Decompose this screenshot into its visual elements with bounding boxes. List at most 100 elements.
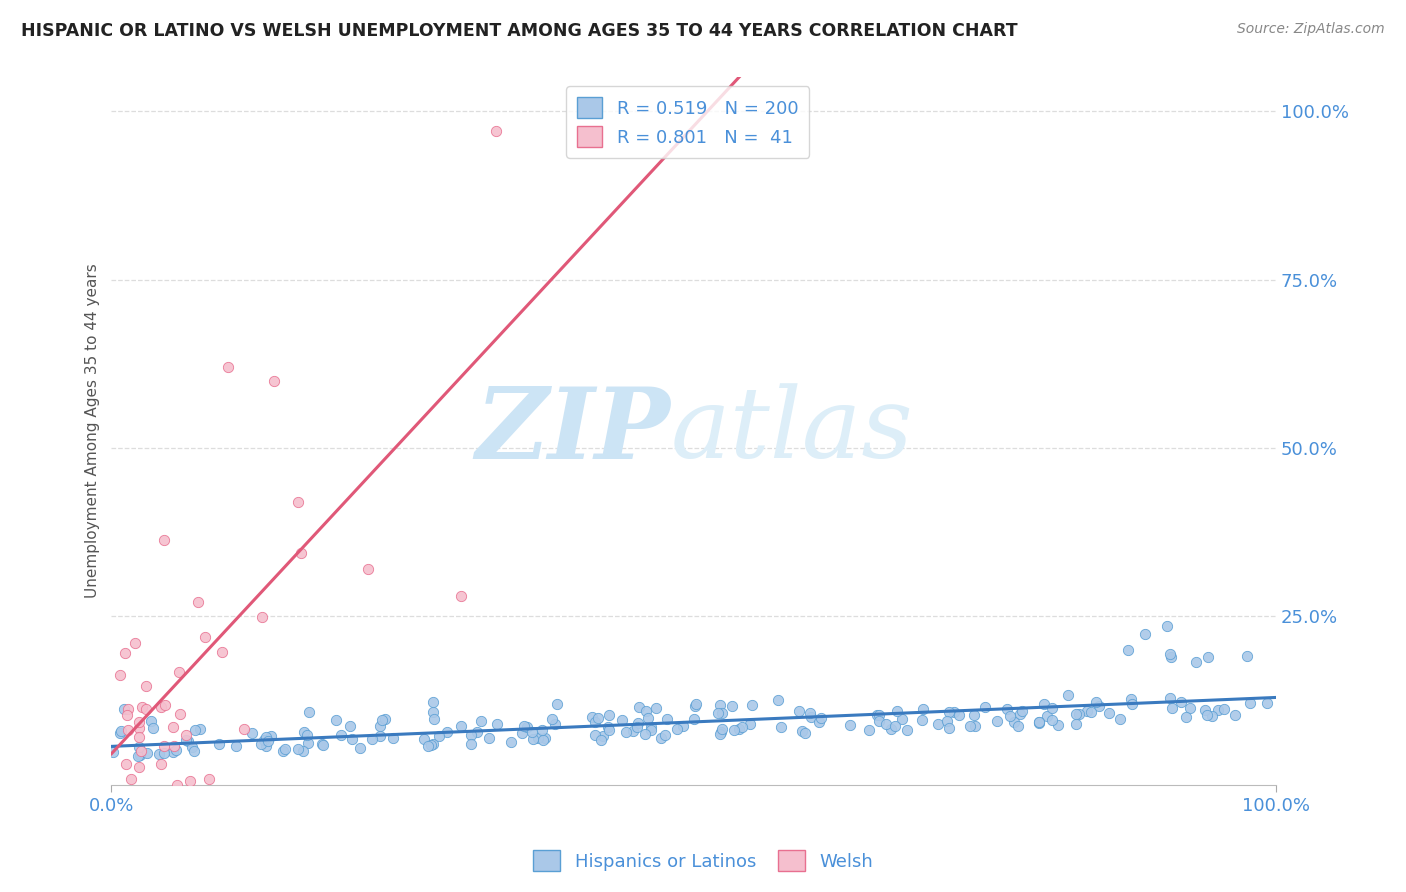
Point bbox=[799, 706, 821, 720]
Point bbox=[637, 711, 659, 725]
Point bbox=[416, 739, 439, 753]
Point bbox=[868, 714, 890, 728]
Y-axis label: Unemployment Among Ages 35 to 44 years: Unemployment Among Ages 35 to 44 years bbox=[86, 264, 100, 599]
Point bbox=[211, 644, 233, 658]
Point bbox=[311, 738, 333, 752]
Point bbox=[128, 722, 150, 736]
Point bbox=[124, 636, 146, 650]
Point bbox=[645, 700, 668, 714]
Point bbox=[1008, 706, 1031, 721]
Point bbox=[152, 746, 174, 760]
Point bbox=[188, 722, 211, 736]
Point bbox=[120, 772, 142, 786]
Point bbox=[1056, 688, 1078, 702]
Point bbox=[650, 731, 672, 746]
Point bbox=[128, 739, 150, 754]
Point bbox=[790, 723, 813, 738]
Point bbox=[657, 712, 679, 726]
Point bbox=[589, 732, 612, 747]
Point bbox=[450, 589, 472, 603]
Point bbox=[974, 700, 997, 714]
Point bbox=[711, 722, 734, 736]
Point bbox=[1201, 708, 1223, 723]
Point bbox=[683, 699, 706, 714]
Point bbox=[274, 742, 297, 756]
Point bbox=[427, 729, 450, 743]
Point bbox=[959, 719, 981, 733]
Point bbox=[1121, 691, 1143, 706]
Point bbox=[128, 730, 150, 744]
Point bbox=[183, 744, 205, 758]
Point bbox=[666, 723, 689, 737]
Point bbox=[1088, 698, 1111, 713]
Point bbox=[583, 714, 606, 729]
Point bbox=[911, 713, 934, 727]
Point bbox=[297, 728, 319, 742]
Point bbox=[598, 708, 620, 723]
Point bbox=[179, 774, 201, 789]
Point bbox=[1121, 697, 1143, 711]
Point bbox=[938, 705, 960, 719]
Point bbox=[339, 719, 361, 733]
Point bbox=[1067, 706, 1090, 721]
Point bbox=[225, 739, 247, 754]
Point bbox=[292, 744, 315, 758]
Point bbox=[381, 731, 404, 745]
Point bbox=[1064, 707, 1087, 722]
Point bbox=[627, 700, 650, 714]
Point bbox=[516, 720, 538, 734]
Point bbox=[891, 712, 914, 726]
Point bbox=[1213, 702, 1236, 716]
Point bbox=[152, 533, 174, 547]
Point bbox=[1080, 706, 1102, 720]
Point bbox=[868, 707, 890, 722]
Point bbox=[139, 714, 162, 728]
Point bbox=[866, 708, 889, 723]
Point bbox=[995, 701, 1018, 715]
Point bbox=[634, 727, 657, 741]
Point bbox=[839, 717, 862, 731]
Point bbox=[115, 756, 138, 771]
Point bbox=[263, 374, 285, 388]
Legend: Hispanics or Latinos, Welsh: Hispanics or Latinos, Welsh bbox=[526, 843, 880, 879]
Point bbox=[240, 726, 263, 740]
Point bbox=[217, 360, 239, 375]
Point bbox=[1109, 712, 1132, 726]
Point bbox=[1116, 642, 1139, 657]
Point bbox=[374, 712, 396, 726]
Point bbox=[534, 731, 557, 746]
Point bbox=[672, 719, 695, 733]
Point bbox=[879, 722, 901, 736]
Point bbox=[208, 737, 231, 751]
Point bbox=[1040, 701, 1063, 715]
Point bbox=[520, 724, 543, 739]
Point bbox=[1076, 704, 1098, 718]
Point bbox=[423, 712, 446, 726]
Point bbox=[356, 562, 378, 576]
Point bbox=[522, 731, 544, 746]
Point bbox=[419, 738, 441, 752]
Point bbox=[108, 726, 131, 740]
Point bbox=[787, 704, 810, 718]
Point bbox=[287, 495, 309, 509]
Text: Source: ZipAtlas.com: Source: ZipAtlas.com bbox=[1237, 22, 1385, 37]
Point bbox=[135, 680, 157, 694]
Point bbox=[938, 721, 960, 735]
Point bbox=[117, 723, 139, 737]
Point bbox=[541, 712, 564, 726]
Point bbox=[114, 646, 136, 660]
Point bbox=[883, 719, 905, 733]
Point bbox=[1084, 695, 1107, 709]
Point bbox=[174, 728, 197, 742]
Point bbox=[927, 717, 949, 731]
Point bbox=[187, 595, 209, 609]
Point bbox=[614, 724, 637, 739]
Point bbox=[169, 707, 191, 722]
Point bbox=[1028, 716, 1050, 731]
Point bbox=[330, 728, 353, 742]
Point bbox=[298, 705, 321, 719]
Point bbox=[598, 723, 620, 737]
Text: ZIP: ZIP bbox=[475, 383, 671, 479]
Point bbox=[965, 719, 987, 733]
Point bbox=[340, 731, 363, 746]
